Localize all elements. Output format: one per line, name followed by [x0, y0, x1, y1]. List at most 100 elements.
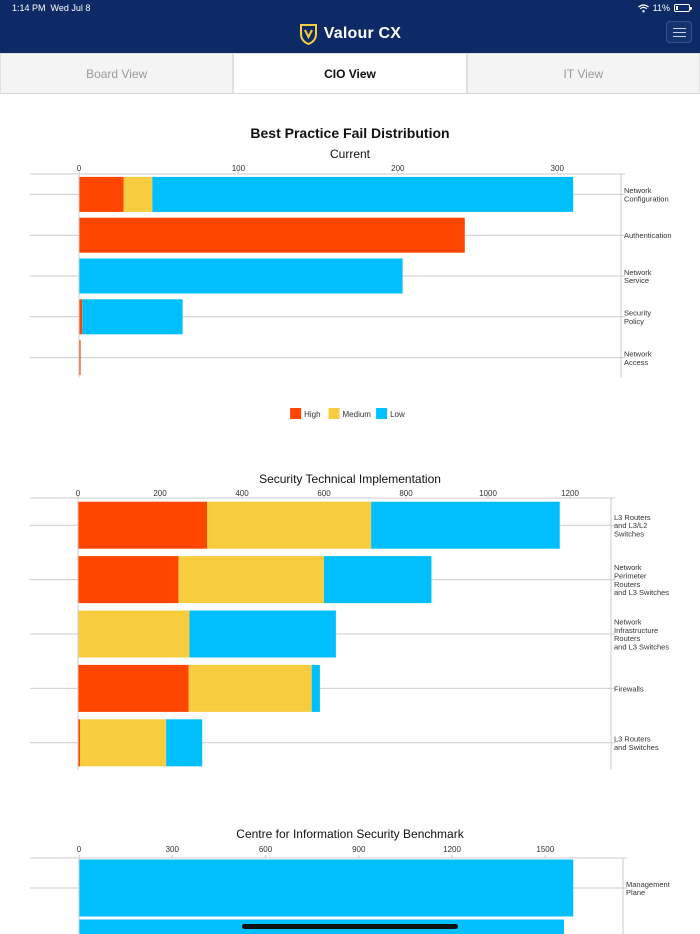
tab-it-view[interactable]: IT View	[466, 53, 700, 93]
status-date: Wed Jul 8	[50, 3, 91, 13]
category-label: Firewalls	[614, 684, 644, 693]
category-label-line: Security	[624, 309, 651, 318]
bar-low[interactable]	[371, 501, 560, 549]
category-label-line: and L3/L2	[614, 521, 647, 530]
battery-percent: 11%	[652, 3, 670, 13]
category-label: Authentication	[624, 231, 672, 240]
bar-low[interactable]	[189, 610, 336, 658]
category-label-line: and Switches	[614, 743, 659, 752]
category-label-line: Perimeter	[614, 571, 647, 580]
chart-subtitle: Security Technical Implementation	[259, 472, 441, 486]
status-right: 11%	[637, 3, 692, 13]
bar-low[interactable]	[166, 719, 203, 767]
tab-board-view[interactable]: Board View	[0, 53, 234, 93]
category-label: Network Perimeter Routers and L3 Switches	[614, 563, 669, 597]
wifi-icon	[637, 3, 649, 12]
category-label-line: Firewalls	[614, 684, 644, 693]
legend-label[interactable]: Low	[390, 410, 405, 419]
category-label: Network Configuration	[624, 186, 669, 203]
category-label-line: and L3 Switches	[614, 588, 669, 597]
status-time-date: 1:14 PM Wed Jul 8	[12, 3, 90, 13]
category-label-line: Infrastructure	[614, 626, 658, 635]
category-label-line: Network	[624, 268, 652, 277]
bar-low[interactable]	[152, 176, 574, 212]
status-time: 1:14 PM	[12, 3, 46, 13]
tick-label: 1500	[536, 845, 554, 854]
chart-subtitle: Current	[330, 147, 371, 161]
chart-3: Centre for Information Security Benchmar…	[30, 827, 671, 934]
category-label-line: Routers	[614, 580, 641, 589]
legend-swatch-medium[interactable]	[328, 408, 340, 419]
chart-2: Security Technical Implementation L3 Rout…	[30, 472, 669, 770]
category-label-line: Service	[624, 276, 649, 285]
legend-label[interactable]: High	[304, 410, 320, 419]
bar-high[interactable]	[79, 217, 465, 253]
category-label-line: L3 Routers	[614, 735, 651, 744]
tick-label: 100	[232, 164, 246, 173]
tick-label: 600	[259, 845, 273, 854]
category-label: L3 Routers and L3/L2 Switches	[614, 513, 651, 539]
tick-label: 1200	[443, 845, 461, 854]
category-label-line: Plane	[626, 888, 645, 897]
category-label: L3 Routers and Switches	[614, 735, 659, 752]
hamburger-menu-icon	[673, 32, 686, 33]
category-label: Security Policy	[624, 309, 651, 326]
legend-swatch-high[interactable]	[290, 408, 302, 419]
chart-title: Best Practice Fail Distribution	[250, 125, 449, 141]
category-label-line: Network	[624, 186, 652, 195]
brand: Valour CX	[0, 23, 700, 45]
category-label-line: Switches	[614, 530, 644, 539]
bar-low[interactable]	[79, 859, 574, 917]
category-label-line: Access	[624, 358, 648, 367]
home-indicator[interactable]	[242, 924, 458, 929]
bar-high[interactable]	[79, 176, 124, 212]
hamburger-menu-icon	[673, 28, 686, 29]
hamburger-menu-button[interactable]	[666, 21, 692, 43]
category-label-line: Policy	[624, 317, 644, 326]
bar-low[interactable]	[79, 258, 403, 294]
tick-label: 200	[391, 164, 405, 173]
bar-high[interactable]	[79, 299, 83, 335]
category-label-line: Management	[626, 880, 671, 889]
bar-low[interactable]	[311, 664, 320, 712]
bar-medium[interactable]	[207, 501, 372, 549]
category-label-line: and L3 Switches	[614, 643, 669, 652]
bar-medium[interactable]	[123, 176, 153, 212]
chart-subtitle: Centre for Information Security Benchmar…	[236, 827, 464, 841]
legend: High Medium Low	[290, 408, 405, 419]
bar-medium[interactable]	[78, 610, 190, 658]
chart-1: Best Practice Fail Distribution Current Ne…	[30, 125, 672, 419]
legend-label[interactable]: Medium	[343, 410, 372, 419]
tick-label: 0	[77, 845, 82, 854]
tick-label: 0	[76, 489, 81, 498]
bar-high[interactable]	[78, 501, 208, 549]
status-bar: 1:14 PM Wed Jul 8 11%	[0, 0, 700, 17]
tick-label: 600	[317, 489, 331, 498]
bar-medium[interactable]	[188, 664, 312, 712]
category-label-line: L3 Routers	[614, 513, 651, 522]
bar-medium[interactable]	[80, 719, 167, 767]
bar-high[interactable]	[78, 719, 81, 767]
tick-label: 400	[235, 489, 249, 498]
brand-name: Valour CX	[323, 25, 402, 42]
tick-label: 300	[551, 164, 565, 173]
bar-high[interactable]	[78, 556, 179, 604]
tick-label: 0	[77, 164, 82, 173]
charts-svg: Best Practice Fail Distribution Current Ne…	[30, 125, 672, 934]
category-label-line: Network	[624, 349, 652, 358]
category-label-line: Configuration	[624, 195, 669, 204]
battery-icon	[674, 4, 692, 12]
bar-medium[interactable]	[178, 556, 324, 604]
tick-label: 1000	[479, 489, 497, 498]
battery-fill	[676, 6, 678, 10]
tick-label: 1200	[561, 489, 579, 498]
charts-area: Best Practice Fail Distribution Current Ne…	[0, 94, 700, 934]
category-label: Network Service	[624, 268, 652, 285]
legend-swatch-low[interactable]	[376, 408, 388, 419]
category-label: Network Infrastructure Routers and L3 Switc…	[614, 617, 669, 651]
bar-high[interactable]	[78, 664, 189, 712]
tab-cio-view[interactable]: CIO View	[233, 53, 467, 93]
bar-high[interactable]	[79, 340, 81, 376]
bar-low[interactable]	[82, 299, 183, 335]
bar-low[interactable]	[324, 556, 432, 604]
